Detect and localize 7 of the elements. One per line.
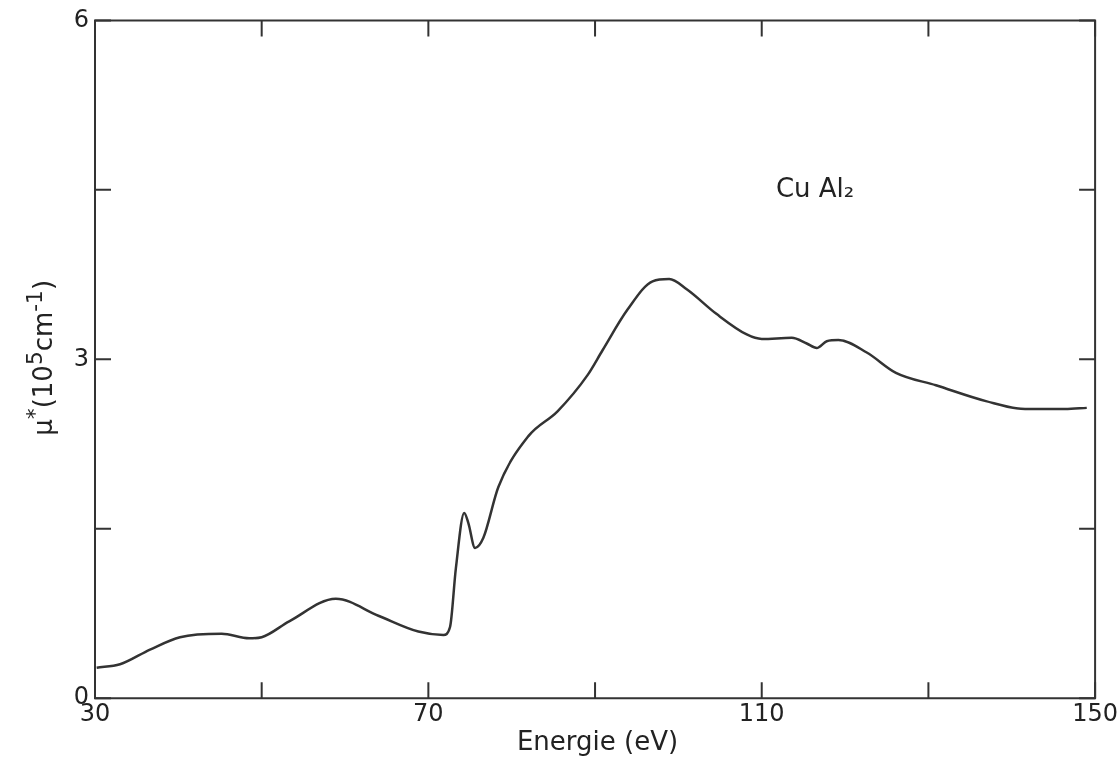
y-tick-label: 3 bbox=[73, 343, 89, 372]
x-tick-label: 150 bbox=[1072, 698, 1118, 727]
annotation: Cu Al₂ bbox=[775, 172, 855, 203]
x-axis-title: Energie (eV) bbox=[515, 726, 680, 756]
y-tick-label: 6 bbox=[73, 4, 89, 33]
x-tick-label: 110 bbox=[738, 698, 785, 727]
x-tick-label: 70 bbox=[413, 698, 444, 727]
